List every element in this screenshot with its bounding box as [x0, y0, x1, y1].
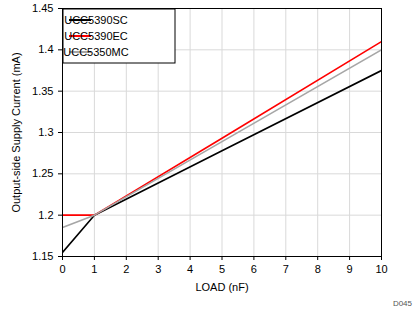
svg-text:UCC5390SC: UCC5390SC: [64, 14, 128, 26]
svg-text:LOAD (nF): LOAD (nF): [195, 281, 248, 293]
svg-text:1.15: 1.15: [32, 250, 53, 262]
svg-text:1.3: 1.3: [38, 126, 53, 138]
svg-text:0: 0: [59, 263, 65, 275]
svg-text:4: 4: [187, 263, 193, 275]
svg-text:1: 1: [91, 263, 97, 275]
svg-text:1.25: 1.25: [32, 167, 53, 179]
svg-text:D045: D045: [393, 299, 413, 308]
svg-text:UCC5390EC: UCC5390EC: [64, 30, 128, 42]
svg-text:1.35: 1.35: [32, 85, 53, 97]
svg-text:UCC5350MC: UCC5350MC: [63, 46, 128, 58]
svg-text:8: 8: [315, 263, 321, 275]
svg-text:10: 10: [375, 263, 387, 275]
svg-text:9: 9: [347, 263, 353, 275]
svg-text:6: 6: [251, 263, 257, 275]
svg-text:Output-side Supply Current (mA: Output-side Supply Current (mA): [10, 52, 22, 212]
svg-text:5: 5: [219, 263, 225, 275]
svg-text:7: 7: [283, 263, 289, 275]
svg-text:1.4: 1.4: [38, 43, 53, 55]
svg-text:1.45: 1.45: [32, 2, 53, 14]
svg-text:2: 2: [123, 263, 129, 275]
svg-text:1.2: 1.2: [38, 209, 53, 221]
svg-text:3: 3: [155, 263, 161, 275]
